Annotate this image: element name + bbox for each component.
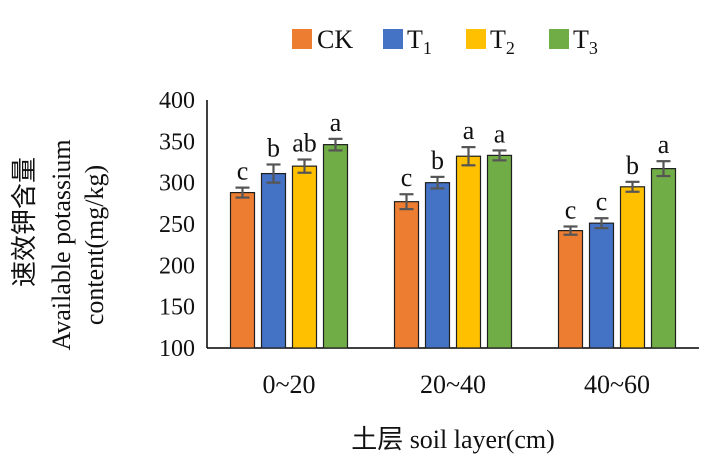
y-tick-label: 350 [159, 129, 195, 155]
significance-letter: b [431, 146, 444, 175]
category-labels: 0~20 20~40 40~60 [262, 370, 650, 399]
significance-letter: c [237, 157, 249, 186]
bar-t1-2 [424, 182, 451, 349]
y-axis-ticks: 100 150 200 250 300 350 400 [159, 88, 195, 362]
y-tick-label: 100 [159, 336, 195, 362]
bar-t1-1 [260, 172, 287, 349]
bar-t2-2 [455, 155, 482, 349]
y-axis-title-english-line1: Available potassium [47, 139, 76, 350]
legend-label-t1: T1 [407, 25, 432, 58]
x-category-label: 0~20 [262, 370, 315, 399]
legend-swatch-t1 [383, 29, 403, 49]
significance-letter: a [494, 119, 506, 148]
y-tick-label: 300 [159, 171, 195, 197]
legend-label-t3: T3 [573, 25, 598, 58]
x-category-label: 40~60 [584, 370, 650, 399]
legend-item-ck: CK [292, 25, 353, 54]
bar-t2-3 [619, 186, 646, 349]
significance-letter: a [330, 108, 342, 137]
x-category-label: 20~40 [420, 370, 486, 399]
bar-t2-1 [291, 165, 318, 349]
bar-t3-3 [650, 168, 677, 349]
legend-item-t2: T2 [466, 25, 515, 58]
significance-letter: a [463, 116, 475, 145]
significance-letter: ab [292, 129, 317, 158]
legend-swatch-ck [292, 29, 312, 49]
significance-letter: c [565, 195, 577, 224]
y-axis-title: 速效钾含量 Available potassium content(mg/kg) [10, 139, 109, 350]
bars [229, 144, 677, 349]
bar-t3-1 [322, 144, 349, 349]
bar-ck-2 [393, 201, 420, 349]
legend-swatch-t2 [466, 29, 486, 49]
significance-letter: c [596, 187, 608, 216]
significance-letter: b [267, 133, 280, 162]
y-tick-label: 150 [159, 295, 195, 321]
significance-letter: c [401, 163, 413, 192]
bar-ck-1 [229, 191, 256, 349]
legend-label-t2: T2 [490, 25, 515, 58]
legend-item-t1: T1 [383, 25, 432, 58]
legend: CK T1 T2 T3 [292, 25, 598, 58]
bar-ck-3 [557, 230, 584, 349]
legend-label-ck: CK [317, 25, 353, 54]
y-axis-title-chinese: 速效钾含量 [10, 157, 39, 287]
y-tick-label: 400 [159, 88, 195, 114]
significance-letter: b [626, 151, 639, 180]
significance-letter: a [658, 130, 670, 159]
legend-swatch-t3 [549, 29, 569, 49]
y-tick-label: 200 [159, 253, 195, 279]
bar-t3-2 [486, 154, 513, 349]
error-bars [235, 137, 671, 236]
y-tick-label: 250 [159, 212, 195, 238]
bar-t1-3 [588, 222, 615, 349]
y-axis-title-english-line2: content(mg/kg) [80, 165, 109, 325]
legend-item-t3: T3 [549, 25, 598, 58]
x-axis-title: 土层 soil layer(cm) [351, 425, 555, 454]
